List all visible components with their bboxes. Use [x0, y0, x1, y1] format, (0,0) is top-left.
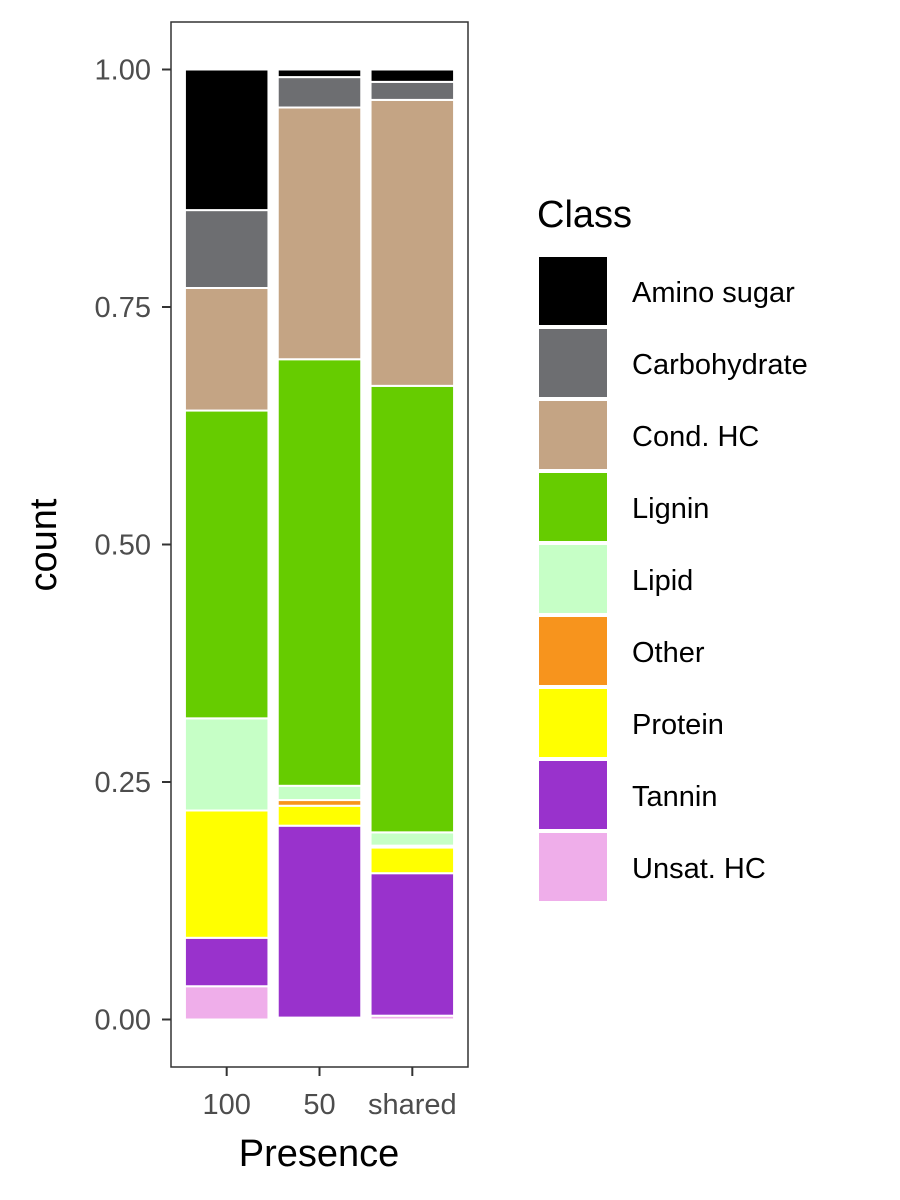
legend-label: Other [632, 637, 705, 669]
legend-label: Lignin [632, 493, 709, 525]
bar-segment-lipid-100 [183, 717, 270, 812]
legend-label: Unsat. HC [632, 853, 766, 885]
y-axis-title: count [23, 498, 65, 591]
legend-swatch [539, 689, 607, 757]
bars-layer [183, 68, 456, 1021]
bar-segment-tannin-shared [369, 872, 456, 1017]
legend-swatch [539, 257, 607, 325]
legend-label: Protein [632, 709, 724, 741]
bar-segment-carbohydrate-50 [276, 76, 363, 109]
bar-segment-protein-50 [276, 804, 363, 827]
bar-segment-tannin-100 [183, 936, 270, 988]
legend-label: Amino sugar [632, 277, 795, 309]
legend-swatch [539, 545, 607, 613]
bar-segment-protein-shared [369, 846, 456, 875]
legend-title: Class [537, 194, 632, 236]
x-axis: 100 50 shared [202, 1067, 457, 1121]
bar-segment-protein-100 [183, 809, 270, 939]
legend-swatch [539, 329, 607, 397]
y-tick-label: 0.75 [95, 292, 151, 324]
legend: Class Amino sugar Carbohydrate Cond. HC Lig… [537, 194, 808, 901]
y-tick-label: 1.00 [95, 55, 151, 87]
bar-segment-tannin-50 [276, 824, 363, 1019]
bar-segment-amino-sugar-shared [369, 68, 456, 83]
bar-segment-lignin-shared [369, 384, 456, 834]
bar-segment-amino-sugar-50 [276, 68, 363, 79]
legend-label: Carbohydrate [632, 349, 808, 381]
legend-swatch [539, 761, 607, 829]
y-tick-label: 0.25 [95, 767, 151, 799]
bar-segment-carbohydrate-100 [183, 209, 270, 290]
bar-segment-unsat-hc-100 [183, 985, 270, 1021]
legend-swatch [539, 401, 607, 469]
bar-segment-cond-hc-shared [369, 98, 456, 387]
y-axis: 0.00 0.25 0.50 0.75 1.00 [95, 55, 171, 1037]
bar-segment-lignin-50 [276, 358, 363, 787]
legend-label: Cond. HC [632, 421, 759, 453]
x-tick-label: 50 [303, 1089, 335, 1121]
legend-items: Amino sugar Carbohydrate Cond. HC Lignin Lip… [539, 257, 808, 901]
x-tick-label: shared [368, 1089, 457, 1121]
bar-segment-lignin-100 [183, 409, 270, 720]
x-axis-title: Presence [239, 1133, 400, 1175]
bar-segment-carbohydrate-shared [369, 80, 456, 101]
legend-swatch [539, 473, 607, 541]
bar-segment-lipid-shared [369, 831, 456, 847]
legend-swatch [539, 833, 607, 901]
y-tick-label: 0.00 [95, 1005, 151, 1037]
bar-segment-amino-sugar-100 [183, 68, 270, 212]
bar-segment-cond-hc-100 [183, 287, 270, 412]
bar-segment-cond-hc-50 [276, 106, 363, 361]
y-tick-label: 0.50 [95, 530, 151, 562]
legend-swatch [539, 617, 607, 685]
legend-label: Lipid [632, 565, 693, 597]
x-tick-label: 100 [202, 1089, 250, 1121]
bar-segment-lipid-50 [276, 784, 363, 802]
legend-label: Tannin [632, 781, 717, 813]
